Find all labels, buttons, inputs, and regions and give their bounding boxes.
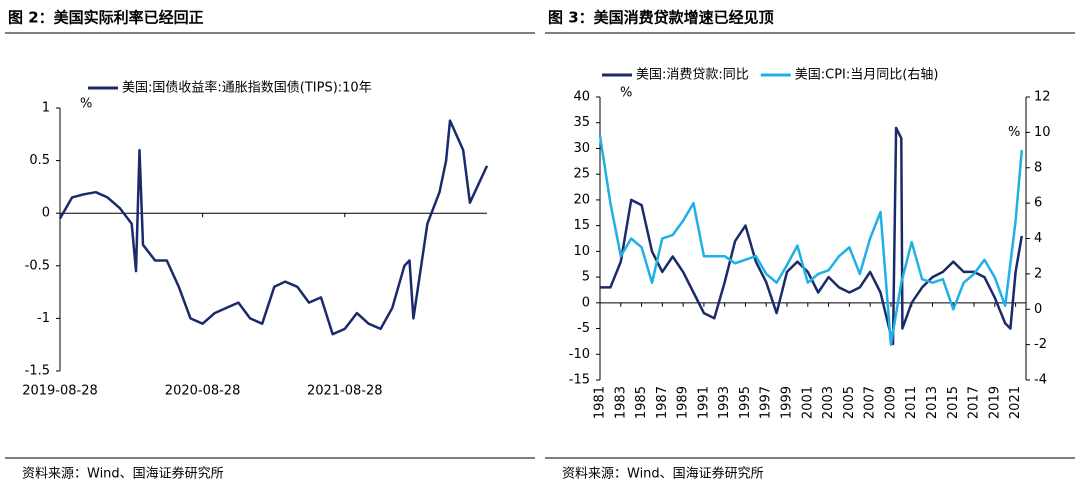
x-tick-label: 2020-08-28 xyxy=(165,384,241,399)
y2-tick-label: -4 xyxy=(1034,373,1047,388)
x-tick-label: 1993 xyxy=(717,386,732,419)
y-tick-label: 15 xyxy=(573,218,590,233)
y-unit: % xyxy=(80,97,92,112)
x-tick-label: 1995 xyxy=(738,386,753,419)
x-tick-label: 2001 xyxy=(800,386,815,419)
series-line xyxy=(600,126,1024,346)
legend-label: 美国:CPI:当月同比(右轴) xyxy=(795,68,939,83)
series-line xyxy=(58,119,489,336)
y-tick-label: 40 xyxy=(573,90,590,105)
y-tick-label: 10 xyxy=(573,244,590,259)
y-tick-label: 30 xyxy=(573,141,590,156)
x-tick-label: 2011 xyxy=(904,386,919,419)
y2-tick-label: 4 xyxy=(1034,231,1042,246)
x-tick-label: 1991 xyxy=(696,386,711,419)
chart-title: 图 3：美国消费贷款增速已经见顶 xyxy=(548,9,774,27)
source: 资料来源：Wind、国海证券研究所 xyxy=(22,466,224,482)
x-tick-label: 1989 xyxy=(676,386,691,419)
y2-tick-label: 2 xyxy=(1034,266,1042,281)
legend-label: 美国:国债收益率:通胀指数国债(TIPS):10年 xyxy=(122,80,372,96)
x-tick-label: 2009 xyxy=(883,386,898,419)
y-tick-label: 5 xyxy=(582,270,590,285)
legend-label: 美国:消费贷款:同比 xyxy=(636,68,749,83)
y-tick-label: -1 xyxy=(37,311,50,326)
y-tick-label: 20 xyxy=(573,192,590,207)
x-tick-label: 2019 xyxy=(987,386,1002,419)
y-tick-label: -5 xyxy=(577,321,590,336)
x-tick-label: 2005 xyxy=(842,386,857,419)
y-tick-label: 0 xyxy=(582,295,590,310)
y2-tick-label: 0 xyxy=(1034,302,1042,317)
y2-tick-label: 6 xyxy=(1034,196,1042,211)
y2-tick-label: 8 xyxy=(1034,160,1042,175)
x-tick-label: 2007 xyxy=(863,386,878,419)
x-tick-label: 1983 xyxy=(613,386,628,419)
y-tick-label: -10 xyxy=(569,347,590,362)
y-tick-label: 0 xyxy=(42,206,50,221)
x-tick-label: 1981 xyxy=(593,386,608,419)
y-tick-label: -15 xyxy=(569,373,590,388)
x-tick-label: 2003 xyxy=(821,386,836,419)
y2-unit: % xyxy=(1008,125,1020,140)
y-tick-label: 25 xyxy=(573,167,590,182)
y-tick-label: -0.5 xyxy=(25,258,50,273)
x-tick-label: 1987 xyxy=(655,386,670,419)
source: 资料来源：Wind、国海证券研究所 xyxy=(562,466,764,482)
y2-tick-label: -2 xyxy=(1034,337,1047,352)
y-tick-label: 1 xyxy=(42,101,50,116)
x-tick-label: 2013 xyxy=(925,386,940,419)
x-tick-label: 2015 xyxy=(946,386,961,419)
series-line xyxy=(598,135,1024,346)
x-tick-label: 1985 xyxy=(634,386,649,419)
y-unit: % xyxy=(620,86,632,101)
y2-tick-label: 10 xyxy=(1034,125,1051,140)
x-tick-label: 1997 xyxy=(759,386,774,419)
x-tick-label: 1999 xyxy=(780,386,795,419)
x-tick-label: 2021-08-28 xyxy=(307,384,383,399)
y-tick-label: 0.5 xyxy=(29,153,50,168)
y-tick-label: -1.5 xyxy=(25,364,50,379)
y-tick-label: 35 xyxy=(573,115,590,130)
chart-title: 图 2：美国实际利率已经回正 xyxy=(8,9,204,27)
x-tick-label: 2017 xyxy=(967,386,982,419)
x-tick-label: 2021 xyxy=(1008,386,1023,419)
x-tick-label: 2019-08-28 xyxy=(22,384,98,399)
y2-tick-label: 12 xyxy=(1034,90,1051,105)
